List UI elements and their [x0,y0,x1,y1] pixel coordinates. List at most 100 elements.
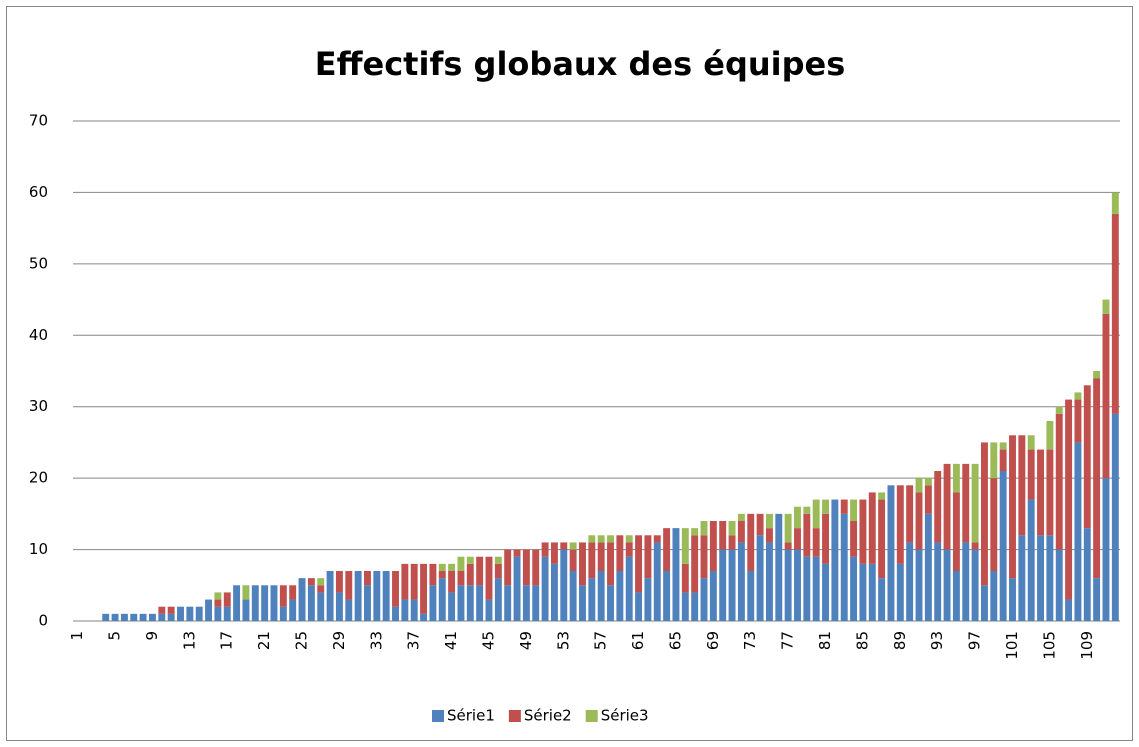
bar-segment [980,585,988,621]
bar-segment [971,549,979,621]
legend-swatch [508,710,521,722]
bar-segment [896,563,904,621]
bar-segment [653,535,661,543]
bar-segment [485,599,493,621]
bar-segment [504,585,512,621]
y-tick-label: 20 [29,469,48,487]
bar-segment [859,499,867,564]
bar-segment [971,542,979,550]
bar-segment [663,571,671,621]
bar-segment [868,563,876,621]
bar-segment [569,542,577,550]
bar-segment [242,585,250,600]
x-tick-label: 81 [816,631,834,650]
bar-segment [952,571,960,621]
bar-segment [550,542,558,564]
bar-segment [579,585,586,621]
bar-segment [672,528,680,621]
bar-segment [429,585,437,621]
bar-segment [980,442,988,586]
bar-segment [700,521,708,536]
bar-segment [1111,192,1119,214]
bar-segment [952,492,960,571]
bar-segment [915,492,923,550]
bar-segment [906,485,914,543]
bar-segment [485,556,493,600]
bar-segment [1055,413,1063,550]
x-tick-label: 85 [853,631,871,650]
bar-segment [1074,399,1082,443]
bar-segment [887,485,895,621]
bar-segment [186,606,194,621]
bar-segment [513,556,521,621]
bar-segment [840,513,848,621]
bar-segment [653,542,661,621]
bar-segment [494,556,502,564]
bar-segment [803,513,811,557]
bar-segment [532,549,540,586]
bar-segment [513,549,521,557]
bar-segment [794,528,801,550]
bar-segment [756,535,764,621]
bar-segment [607,542,614,586]
chart-border [6,6,1133,741]
y-tick-label: 70 [29,112,48,130]
bar-segment [1046,421,1054,450]
bar-segment [569,571,577,621]
bar-segment [1055,549,1063,621]
bar-segment [214,592,222,600]
bar-segment [289,585,297,600]
bar-segment [681,528,689,564]
x-tick-label: 57 [592,631,610,650]
bar-segment [850,556,858,621]
legend-swatch [432,710,444,722]
bar-segment [438,563,446,571]
bar-segment [878,492,886,500]
bar-segment [149,613,156,621]
x-tick-label: 9 [143,631,161,641]
bar-segment [195,606,203,621]
bar-segment [158,613,166,621]
bar-segment [597,542,605,571]
bar-segment [317,585,325,593]
bar-segment [719,521,727,550]
bar-segment [1111,213,1119,414]
bar-segment [803,506,811,514]
bar-segment [560,549,568,621]
bar-segment [737,513,745,521]
x-tick-label: 101 [1003,631,1021,660]
bar-segment [915,549,923,621]
bar-segment [597,571,605,621]
bar-segment [747,513,755,571]
bar-segment [158,606,166,614]
x-tick-label: 73 [741,631,759,650]
bar-segment [307,578,315,586]
bar-segment [1093,378,1101,579]
bar-segment [345,599,353,621]
x-tick-label: 5 [106,631,124,641]
bar-segment [831,499,839,621]
bar-segment [550,563,558,621]
x-tick-label: 93 [928,631,946,650]
bar-segment [681,563,689,593]
bar-segment [392,606,399,621]
bar-segment [784,549,792,621]
bar-segment [429,563,437,586]
bar-segment [588,542,596,579]
bar-segment [1065,599,1073,621]
bar-segment [1083,385,1091,529]
x-tick-label: 89 [891,631,909,650]
bar-segment [438,571,446,579]
bar-segment [681,592,689,621]
bar-segment [850,521,858,557]
bar-segment [1065,399,1073,600]
bar-segment [1111,413,1119,621]
bar-segment [1037,449,1044,536]
bar-segment [999,449,1007,471]
y-tick-label: 10 [29,540,48,558]
bar-segment [906,542,914,621]
bar-segment [1074,442,1082,621]
x-tick-label: 37 [405,631,423,650]
bar-segment [401,599,409,621]
bar-segment [251,585,259,621]
